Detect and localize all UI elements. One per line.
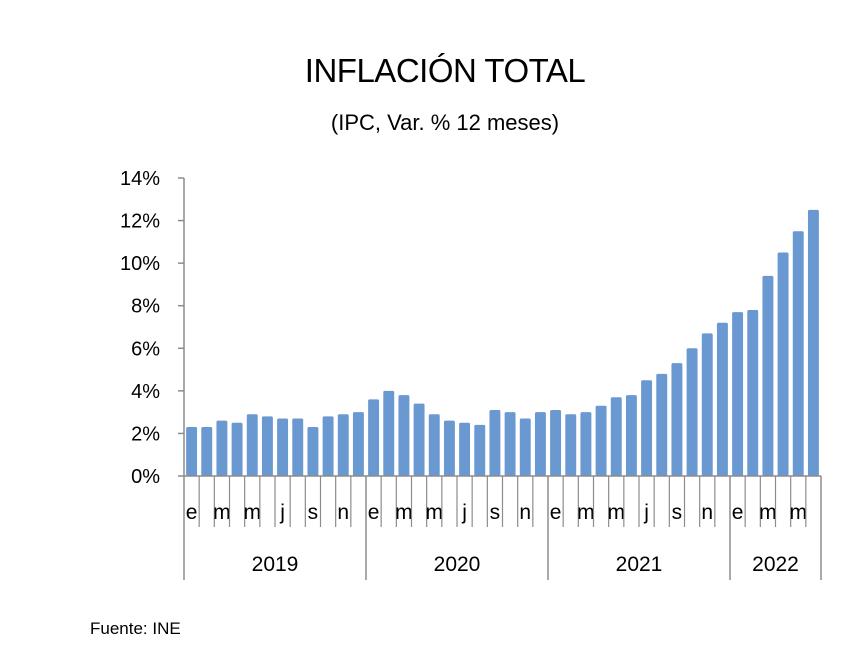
bar (292, 418, 304, 476)
year-label: 2020 (434, 553, 481, 576)
y-tick-label: 14% (120, 168, 160, 190)
y-tick-label: 8% (131, 296, 160, 318)
bar (595, 405, 607, 476)
bar (625, 395, 637, 476)
bar (474, 424, 486, 476)
chart-title: INFLACIÓN TOTAL (304, 52, 586, 89)
bar (716, 322, 728, 476)
y-tick-label: 0% (131, 466, 160, 488)
month-label: m (213, 501, 231, 524)
month-label: m (426, 501, 444, 524)
bar (550, 410, 562, 476)
month-label: s (672, 501, 683, 524)
bar (777, 252, 789, 476)
year-label: 2022 (752, 553, 799, 576)
month-label: m (759, 501, 777, 524)
bars (186, 209, 819, 476)
bar (459, 422, 471, 476)
bar (246, 414, 258, 476)
bar (231, 422, 243, 476)
bar (656, 373, 668, 476)
bar (307, 427, 319, 476)
month-label: s (490, 501, 501, 524)
month-label: n (519, 501, 531, 524)
bar (671, 363, 683, 476)
bar (701, 333, 713, 476)
month-label: e (732, 501, 744, 524)
bar (201, 427, 213, 476)
bar (792, 231, 804, 476)
month-label: j (643, 501, 649, 524)
month-label: e (550, 501, 562, 524)
month-label: j (279, 501, 285, 524)
chart-subtitle: (IPC, Var. % 12 meses) (330, 110, 560, 135)
month-label: s (308, 501, 319, 524)
month-label: n (337, 501, 349, 524)
bar (519, 418, 531, 476)
bar (641, 380, 653, 476)
bar (216, 420, 228, 476)
y-tick-label: 12% (120, 211, 160, 233)
month-label: e (368, 501, 380, 524)
year-label: 2019 (252, 553, 299, 576)
bar (261, 416, 273, 476)
year-label: 2021 (616, 553, 663, 576)
bar (186, 427, 198, 476)
bar (807, 209, 819, 476)
bar (747, 309, 759, 476)
y-tick-label: 10% (120, 253, 160, 275)
bar (277, 418, 289, 476)
month-label: m (244, 501, 262, 524)
bar (489, 410, 501, 476)
month-label: m (608, 501, 626, 524)
month-label: m (395, 501, 413, 524)
bar (443, 420, 455, 476)
month-label: n (701, 501, 713, 524)
bar (534, 412, 546, 476)
month-label: m (790, 501, 808, 524)
source-note: Fuente: INE (90, 619, 181, 638)
bar (337, 414, 349, 476)
bar (504, 412, 516, 476)
bar (686, 348, 698, 476)
y-tick-label: 2% (131, 423, 160, 445)
y-tick-label: 6% (131, 338, 160, 360)
y-tick-label: 4% (131, 381, 160, 403)
bar (322, 416, 334, 476)
bar (580, 412, 592, 476)
month-label: e (186, 501, 198, 524)
y-axis: 0% 2% 4% 6% 8% 10% 12% 14% (120, 168, 185, 488)
bar (398, 395, 410, 476)
bar (565, 414, 577, 476)
bar (762, 275, 774, 476)
bar (610, 397, 622, 476)
bar (732, 312, 744, 476)
bar (413, 403, 425, 476)
month-label: j (461, 501, 467, 524)
month-label: m (577, 501, 595, 524)
bar (368, 399, 380, 476)
bar (352, 412, 364, 476)
bar (428, 414, 440, 476)
bar (383, 390, 395, 476)
